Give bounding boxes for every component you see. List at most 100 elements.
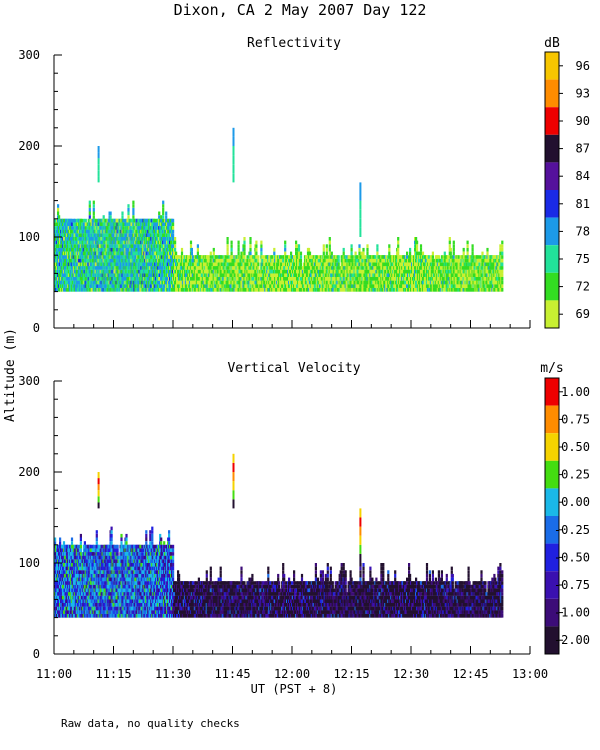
data-cell [307,247,311,252]
data-cell [207,258,210,263]
data-cell [215,255,218,259]
data-cell [94,218,97,223]
data-cell [207,255,210,259]
data-cell [132,204,135,208]
data-cell [354,251,357,256]
data-cell [244,258,247,263]
data-cell [82,222,85,226]
data-cell [246,255,249,259]
data-cell [73,222,76,226]
data-cell [299,251,303,256]
data-cell [132,207,135,212]
data-cell [174,244,177,248]
data-cell [344,255,347,259]
data-cell [230,251,233,256]
data-cell [172,229,175,234]
data-cell [186,258,190,263]
data-cell [102,215,105,219]
data-cell [351,262,354,267]
data-cell [226,244,229,248]
data-cell [162,218,165,223]
data-cell [172,222,175,226]
data-cell [191,262,194,267]
data-cell [397,251,400,256]
data-cell [174,237,177,241]
data-cell [255,247,258,252]
data-cell [280,255,283,259]
data-cell [334,258,337,263]
data-cell [130,218,133,223]
data-cell [337,258,340,263]
data-cell [132,211,135,216]
data-cell [271,258,274,263]
data-cell [92,207,95,212]
data-cell [260,247,263,252]
data-cell [88,211,91,216]
data-cell [226,237,229,241]
data-cell [356,255,359,259]
data-cell [224,255,227,259]
data-cell [255,255,258,259]
data-cell [130,222,133,226]
data-cell [376,247,379,252]
data-cell [226,262,229,267]
data-cell [165,215,168,219]
data-cell [284,247,287,252]
data-cell [299,258,303,263]
data-cell [70,226,74,230]
data-cell [162,211,165,216]
data-cell [249,251,252,256]
figure-title: Dixon, CA 2 May 2007 Day 122 [174,1,427,19]
data-cell [285,255,288,259]
data-cell [230,247,233,252]
reflectivity-title: Reflectivity [247,36,341,51]
data-cell [191,266,194,270]
data-cell [80,222,83,226]
data-cell [57,204,60,208]
data-cell [209,258,212,263]
data-cell [127,211,130,216]
data-cell [130,226,133,230]
data-cell [317,262,320,267]
data-cell [190,247,193,252]
data-cell [243,247,246,252]
data-cell [406,255,409,259]
data-cell [268,255,271,259]
data-cell [284,251,287,256]
data-cell [323,258,326,263]
data-cell [348,262,351,267]
data-cell [109,215,112,219]
data-cell [334,255,337,259]
data-cell [244,262,247,267]
data-cell [322,251,325,256]
data-cell [263,262,266,267]
data-cell [358,244,361,248]
data-cell [109,211,112,216]
data-cell [409,247,412,252]
data-cell [419,244,423,248]
data-cell [364,255,367,259]
data-cell [84,218,87,223]
data-cell [226,255,229,259]
data-cell [356,262,359,267]
data-cell [284,240,287,245]
data-cell [350,244,353,248]
data-cell [417,251,421,256]
data-cell [397,240,400,245]
data-cell [215,262,218,267]
data-cell [308,255,312,259]
data-cell [328,237,331,241]
data-cell [342,247,345,252]
data-cell [323,266,326,270]
data-cell [421,251,425,256]
data-cell [70,218,74,223]
data-cell [419,251,423,256]
data-cell [295,247,298,252]
data-cell [243,244,246,248]
data-cell [328,240,331,245]
data-cell [220,258,223,263]
data-cell [299,266,303,270]
data-cell [411,258,414,263]
data-cell [121,211,124,216]
data-cell [172,233,175,237]
